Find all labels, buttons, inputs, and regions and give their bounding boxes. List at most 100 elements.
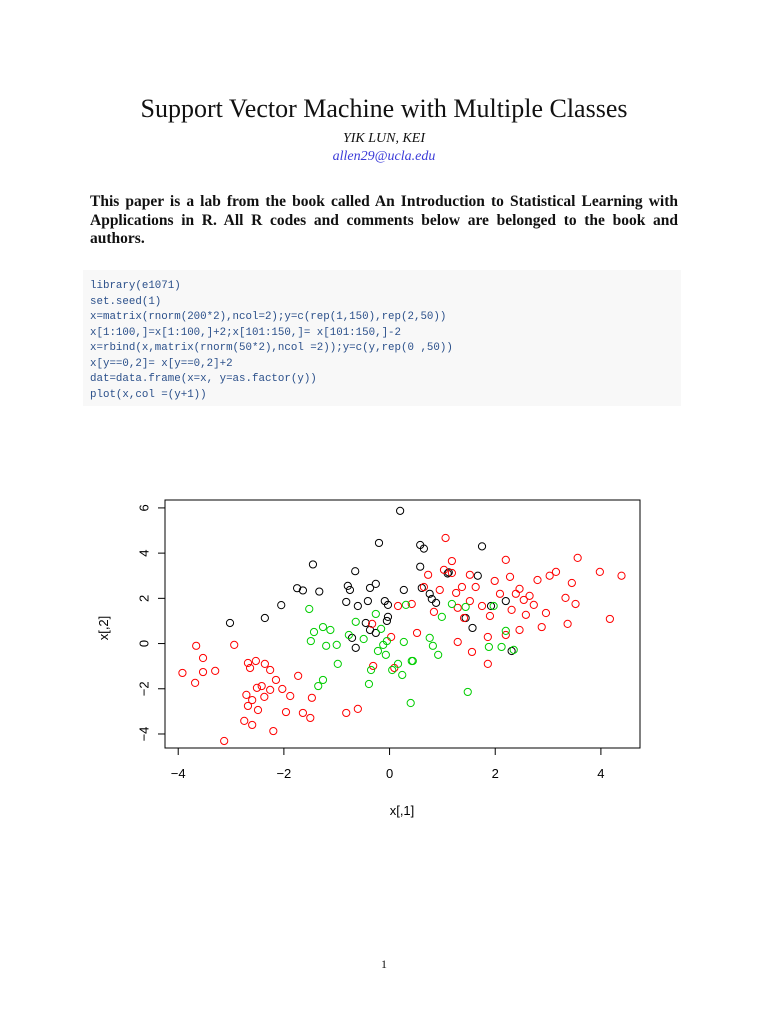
point bbox=[198, 653, 208, 663]
point bbox=[243, 658, 253, 668]
point bbox=[315, 587, 324, 596]
point bbox=[260, 659, 269, 669]
point bbox=[260, 692, 269, 702]
point bbox=[431, 598, 441, 607]
point bbox=[428, 641, 437, 650]
point bbox=[253, 705, 263, 715]
x-tick-label: −2 bbox=[276, 766, 291, 781]
code-line: dat=data.frame(x=x, y=as.factor(y)) bbox=[90, 373, 317, 385]
point bbox=[571, 599, 580, 609]
code-line: x[1:100,]=x[1:100,]+2;x[101:150,]= x[101… bbox=[90, 326, 402, 339]
point bbox=[459, 613, 469, 623]
point bbox=[371, 609, 380, 619]
point bbox=[243, 701, 253, 711]
y-tick-label: 2 bbox=[136, 595, 151, 602]
point bbox=[563, 619, 572, 628]
point bbox=[322, 641, 331, 650]
point bbox=[452, 588, 461, 598]
x-axis-label: x[,1] bbox=[390, 803, 415, 818]
point bbox=[342, 597, 351, 607]
point bbox=[471, 582, 480, 592]
point bbox=[387, 632, 396, 642]
point bbox=[211, 666, 220, 676]
point bbox=[306, 713, 315, 723]
point bbox=[399, 637, 408, 647]
point bbox=[252, 683, 262, 692]
point bbox=[407, 599, 416, 609]
code-line: x[y==0,2]= x[y==0,2]+2 bbox=[90, 357, 233, 370]
x-tick-label: 4 bbox=[597, 766, 604, 781]
point bbox=[393, 659, 403, 669]
code-line: plot(x,col =(y+1)) bbox=[90, 388, 207, 401]
point bbox=[326, 625, 335, 635]
point bbox=[567, 578, 576, 588]
point bbox=[383, 600, 393, 609]
point bbox=[388, 665, 397, 675]
x-tick-label: 2 bbox=[492, 766, 499, 781]
point bbox=[497, 642, 506, 652]
point bbox=[444, 568, 453, 577]
point bbox=[486, 601, 496, 611]
point bbox=[242, 690, 251, 699]
code-line: set.seed(1) bbox=[90, 295, 162, 308]
point bbox=[359, 634, 368, 644]
point bbox=[473, 571, 482, 580]
point bbox=[342, 708, 351, 718]
point bbox=[561, 593, 570, 602]
point bbox=[271, 675, 281, 685]
point bbox=[529, 600, 538, 609]
point bbox=[333, 659, 342, 669]
point bbox=[383, 612, 393, 621]
code-line: x=rbind(x,matrix(rnorm(50*2),ncol =2));y… bbox=[90, 342, 453, 354]
page-number: 1 bbox=[381, 957, 387, 971]
point bbox=[434, 650, 443, 659]
point bbox=[248, 720, 257, 730]
point bbox=[277, 601, 286, 610]
y-tick-label: −2 bbox=[136, 681, 151, 696]
author: YIK LUN, KEI bbox=[342, 131, 426, 146]
point bbox=[365, 583, 375, 593]
point bbox=[298, 708, 308, 718]
point bbox=[278, 684, 287, 694]
point bbox=[192, 641, 201, 650]
point bbox=[457, 582, 467, 592]
point bbox=[545, 571, 554, 580]
point bbox=[435, 585, 444, 595]
point bbox=[396, 506, 405, 515]
y-axis-label: x[,2] bbox=[96, 616, 111, 641]
point bbox=[537, 622, 546, 632]
x-tick-label: −4 bbox=[171, 766, 186, 781]
point bbox=[507, 646, 516, 656]
point bbox=[507, 605, 516, 614]
point bbox=[401, 600, 411, 609]
point bbox=[318, 675, 328, 685]
point bbox=[501, 630, 510, 640]
point bbox=[351, 617, 360, 626]
point bbox=[361, 618, 370, 628]
point bbox=[424, 570, 433, 579]
point bbox=[509, 645, 518, 654]
point bbox=[281, 707, 291, 717]
email[interactable]: allen29@ucla.edu bbox=[332, 149, 436, 164]
point bbox=[373, 646, 383, 656]
y-tick-label: 6 bbox=[136, 504, 151, 511]
title: Support Vector Machine with Multiple Cla… bbox=[140, 94, 628, 123]
point bbox=[248, 695, 257, 705]
plot-frame bbox=[164, 499, 641, 749]
point bbox=[198, 667, 208, 677]
point bbox=[429, 607, 439, 617]
point bbox=[477, 601, 487, 611]
code-line: library(e1071) bbox=[90, 280, 181, 292]
y-tick-label: 4 bbox=[136, 550, 151, 557]
point bbox=[406, 698, 415, 708]
point bbox=[477, 542, 487, 551]
point bbox=[495, 589, 505, 598]
point bbox=[525, 591, 534, 600]
point bbox=[369, 661, 378, 671]
point bbox=[617, 571, 626, 580]
code-block: library(e1071) set.seed(1) x=matrix(rnorm(… bbox=[83, 270, 681, 406]
code-line: x=matrix(rnorm(200*2),ncol=2);y=c(rep(1,… bbox=[90, 311, 447, 323]
point bbox=[374, 538, 384, 548]
point bbox=[533, 575, 542, 585]
point bbox=[307, 693, 316, 702]
